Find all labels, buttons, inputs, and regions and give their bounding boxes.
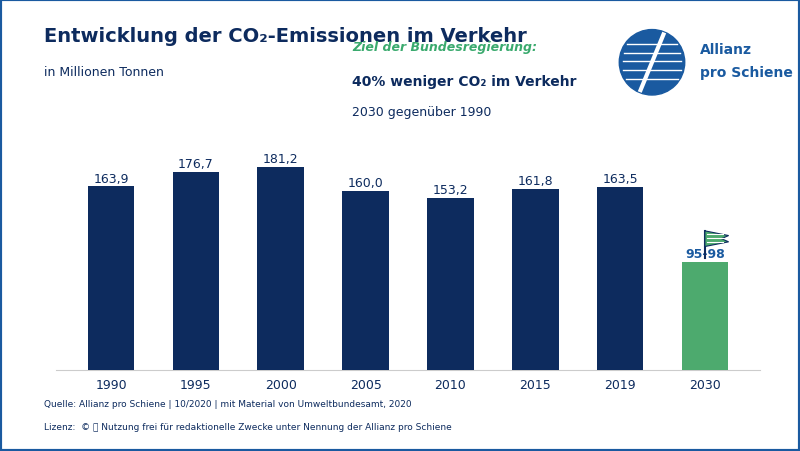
Text: Entwicklung der CO₂-Emissionen im Verkehr: Entwicklung der CO₂-Emissionen im Verkeh…: [44, 27, 526, 46]
Text: Ziel der Bundesregierung:: Ziel der Bundesregierung:: [352, 41, 537, 54]
Text: 160,0: 160,0: [348, 176, 383, 189]
Bar: [427, 199, 474, 370]
Polygon shape: [705, 231, 729, 247]
Text: 163,9: 163,9: [94, 172, 129, 185]
Text: 95-98: 95-98: [685, 248, 725, 260]
Bar: [597, 187, 643, 370]
Text: in Millionen Tonnen: in Millionen Tonnen: [44, 65, 164, 78]
Text: pro Schiene: pro Schiene: [700, 65, 793, 79]
Text: Allianz: Allianz: [700, 43, 752, 57]
Circle shape: [619, 31, 685, 96]
Bar: [512, 189, 558, 370]
Text: 176,7: 176,7: [178, 158, 214, 171]
Text: 153,2: 153,2: [433, 184, 468, 197]
Text: 161,8: 161,8: [518, 175, 553, 188]
Text: Lizenz:  © ⓘ Nutzung frei für redaktionelle Zwecke unter Nennung der Allianz pro: Lizenz: © ⓘ Nutzung frei für redaktionel…: [44, 422, 452, 431]
Text: Quelle: Allianz pro Schiene | 10/2020 | mit Material von Umweltbundesamt, 2020: Quelle: Allianz pro Schiene | 10/2020 | …: [44, 399, 412, 408]
Bar: [342, 191, 389, 370]
Bar: [682, 262, 728, 370]
Text: 181,2: 181,2: [263, 153, 298, 166]
Bar: [258, 167, 304, 370]
Text: 2030 gegenüber 1990: 2030 gegenüber 1990: [352, 106, 491, 119]
Bar: [173, 172, 219, 370]
Bar: [88, 187, 134, 370]
Text: 40% weniger CO₂ im Verkehr: 40% weniger CO₂ im Verkehr: [352, 74, 577, 88]
Text: 163,5: 163,5: [602, 173, 638, 185]
